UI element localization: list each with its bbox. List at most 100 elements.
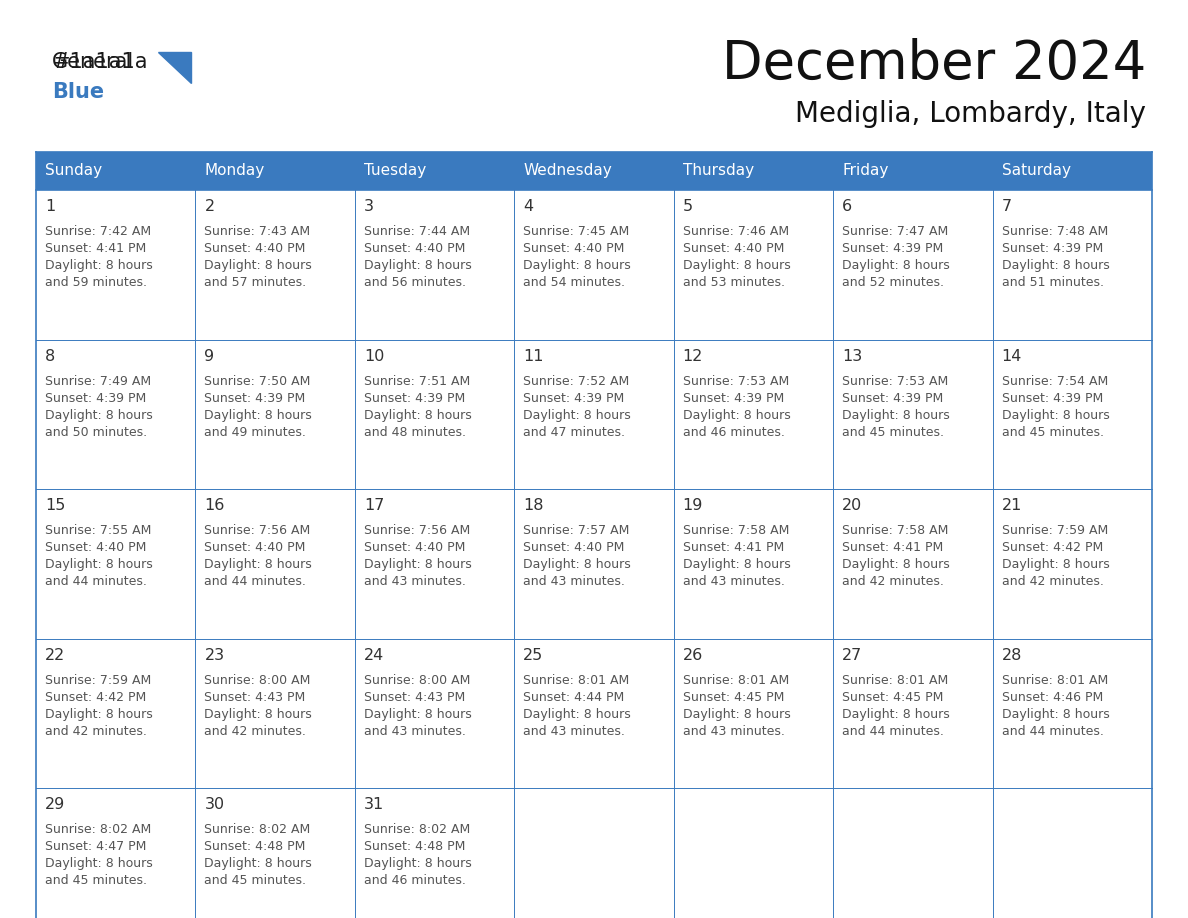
Text: 1: 1	[45, 199, 56, 214]
Text: Daylight: 8 hours: Daylight: 8 hours	[683, 409, 790, 421]
Text: Daylight: 8 hours: Daylight: 8 hours	[683, 708, 790, 721]
Text: 11: 11	[523, 349, 544, 364]
Text: Daylight: 8 hours: Daylight: 8 hours	[45, 857, 153, 870]
Text: 4: 4	[523, 199, 533, 214]
Text: and 44 minutes.: and 44 minutes.	[842, 725, 944, 738]
Text: Daylight: 8 hours: Daylight: 8 hours	[523, 558, 631, 571]
Text: Sunset: 4:48 PM: Sunset: 4:48 PM	[364, 840, 466, 854]
Text: Sunrise: 7:56 AM: Sunrise: 7:56 AM	[204, 524, 311, 537]
Text: and 43 minutes.: and 43 minutes.	[683, 725, 784, 738]
Text: Sunset: 4:40 PM: Sunset: 4:40 PM	[523, 242, 625, 255]
Text: and 42 minutes.: and 42 minutes.	[842, 576, 944, 588]
Text: Sunrise: 8:01 AM: Sunrise: 8:01 AM	[683, 674, 789, 687]
Text: Sunset: 4:39 PM: Sunset: 4:39 PM	[1001, 242, 1102, 255]
Text: Sunrise: 7:46 AM: Sunrise: 7:46 AM	[683, 225, 789, 238]
Text: Sunset: 4:39 PM: Sunset: 4:39 PM	[842, 242, 943, 255]
Text: Sunrise: 7:44 AM: Sunrise: 7:44 AM	[364, 225, 470, 238]
Text: Daylight: 8 hours: Daylight: 8 hours	[45, 409, 153, 421]
Text: Sunset: 4:41 PM: Sunset: 4:41 PM	[45, 242, 146, 255]
Text: Daylight: 8 hours: Daylight: 8 hours	[1001, 558, 1110, 571]
Bar	[992, 152, 1152, 190]
Text: and 54 minutes.: and 54 minutes.	[523, 276, 625, 289]
Text: 28: 28	[1001, 648, 1022, 663]
Text: Monday: Monday	[204, 163, 265, 178]
Text: and 53 minutes.: and 53 minutes.	[683, 276, 785, 289]
Text: Friday: Friday	[842, 163, 889, 178]
Text: and 45 minutes.: and 45 minutes.	[45, 875, 147, 888]
Text: 23: 23	[204, 648, 225, 663]
Text: Sunset: 4:39 PM: Sunset: 4:39 PM	[204, 392, 305, 405]
Text: and 45 minutes.: and 45 minutes.	[204, 875, 307, 888]
Text: and 45 minutes.: and 45 minutes.	[1001, 426, 1104, 439]
Text: General: General	[52, 52, 134, 72]
Text: and 46 minutes.: and 46 minutes.	[364, 875, 466, 888]
Text: Sunrise: 7:56 AM: Sunrise: 7:56 AM	[364, 524, 470, 537]
Text: Sunrise: 7:53 AM: Sunrise: 7:53 AM	[683, 375, 789, 387]
Text: Sunset: 4:44 PM: Sunset: 4:44 PM	[523, 691, 625, 704]
Text: and 52 minutes.: and 52 minutes.	[842, 276, 944, 289]
Text: 8: 8	[45, 349, 56, 364]
Text: 18: 18	[523, 498, 544, 513]
Text: 21: 21	[1001, 498, 1022, 513]
Text: Sunrise: 8:01 AM: Sunrise: 8:01 AM	[1001, 674, 1108, 687]
Bar	[36, 152, 196, 190]
Text: and 57 minutes.: and 57 minutes.	[204, 276, 307, 289]
Bar	[833, 152, 992, 190]
Text: Sunset: 4:43 PM: Sunset: 4:43 PM	[364, 691, 466, 704]
Text: and 48 minutes.: and 48 minutes.	[364, 426, 466, 439]
Text: 16: 16	[204, 498, 225, 513]
Text: Sunrise: 7:54 AM: Sunrise: 7:54 AM	[1001, 375, 1108, 387]
Text: Sunset: 4:40 PM: Sunset: 4:40 PM	[683, 242, 784, 255]
Text: 12: 12	[683, 349, 703, 364]
Text: 24: 24	[364, 648, 384, 663]
Text: Daylight: 8 hours: Daylight: 8 hours	[523, 409, 631, 421]
Text: Sunrise: 8:01 AM: Sunrise: 8:01 AM	[842, 674, 948, 687]
Text: Sunset: 4:39 PM: Sunset: 4:39 PM	[364, 392, 466, 405]
Text: Sunset: 4:40 PM: Sunset: 4:40 PM	[364, 542, 466, 554]
Text: Sunrise: 7:49 AM: Sunrise: 7:49 AM	[45, 375, 151, 387]
Text: and 44 minutes.: and 44 minutes.	[45, 576, 147, 588]
Text: Sunset: 4:39 PM: Sunset: 4:39 PM	[683, 392, 784, 405]
Text: and 49 minutes.: and 49 minutes.	[204, 426, 307, 439]
Text: Daylight: 8 hours: Daylight: 8 hours	[364, 708, 472, 721]
Text: Sunrise: 7:59 AM: Sunrise: 7:59 AM	[45, 674, 151, 687]
Text: and 43 minutes.: and 43 minutes.	[523, 576, 625, 588]
Text: Sunrise: 7:47 AM: Sunrise: 7:47 AM	[842, 225, 948, 238]
Text: Daylight: 8 hours: Daylight: 8 hours	[523, 259, 631, 272]
Text: and 59 minutes.: and 59 minutes.	[45, 276, 147, 289]
Text: 3: 3	[364, 199, 374, 214]
Polygon shape	[158, 52, 191, 83]
Text: and 44 minutes.: and 44 minutes.	[204, 576, 307, 588]
Text: Sunset: 4:40 PM: Sunset: 4:40 PM	[204, 542, 305, 554]
Text: Sunset: 4:40 PM: Sunset: 4:40 PM	[45, 542, 146, 554]
Text: 29: 29	[45, 798, 65, 812]
Text: Sunrise: 7:42 AM: Sunrise: 7:42 AM	[45, 225, 151, 238]
Text: 17: 17	[364, 498, 384, 513]
Text: Sunrise: 7:58 AM: Sunrise: 7:58 AM	[683, 524, 789, 537]
Text: 14: 14	[1001, 349, 1022, 364]
Text: Sunset: 4:45 PM: Sunset: 4:45 PM	[683, 691, 784, 704]
Text: and 50 minutes.: and 50 minutes.	[45, 426, 147, 439]
Bar	[514, 152, 674, 190]
Text: Sunset: 4:45 PM: Sunset: 4:45 PM	[842, 691, 943, 704]
Text: 26: 26	[683, 648, 703, 663]
Text: Daylight: 8 hours: Daylight: 8 hours	[842, 409, 950, 421]
Text: Daylight: 8 hours: Daylight: 8 hours	[204, 558, 312, 571]
Text: Sunset: 4:39 PM: Sunset: 4:39 PM	[523, 392, 625, 405]
Text: and 42 minutes.: and 42 minutes.	[204, 725, 307, 738]
Text: Daylight: 8 hours: Daylight: 8 hours	[364, 409, 472, 421]
Text: Daylight: 8 hours: Daylight: 8 hours	[842, 708, 950, 721]
Text: Daylight: 8 hours: Daylight: 8 hours	[1001, 259, 1110, 272]
Text: Sunrise: 8:02 AM: Sunrise: 8:02 AM	[45, 823, 151, 836]
Text: Daylight: 8 hours: Daylight: 8 hours	[1001, 409, 1110, 421]
Text: 22: 22	[45, 648, 65, 663]
Text: Tuesday: Tuesday	[364, 163, 426, 178]
Text: Daylight: 8 hours: Daylight: 8 hours	[45, 259, 153, 272]
Text: Sunset: 4:39 PM: Sunset: 4:39 PM	[842, 392, 943, 405]
Text: 25: 25	[523, 648, 544, 663]
Text: Sunrise: 7:59 AM: Sunrise: 7:59 AM	[1001, 524, 1108, 537]
Text: 20: 20	[842, 498, 862, 513]
Text: Daylight: 8 hours: Daylight: 8 hours	[364, 857, 472, 870]
Text: Sunset: 4:47 PM: Sunset: 4:47 PM	[45, 840, 146, 854]
Text: December 2024: December 2024	[722, 38, 1146, 90]
